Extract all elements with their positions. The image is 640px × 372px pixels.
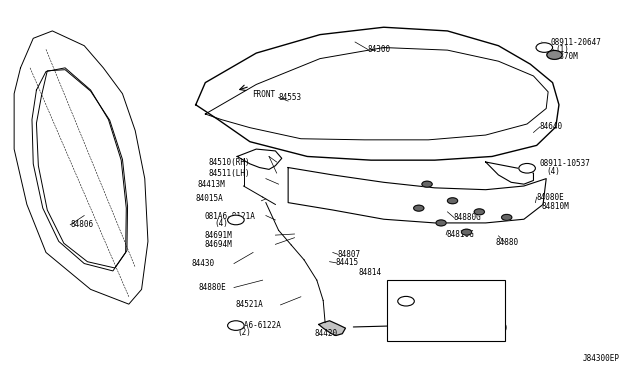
Circle shape — [397, 296, 414, 306]
FancyBboxPatch shape — [387, 280, 505, 341]
Text: N: N — [542, 45, 547, 50]
Text: 84880: 84880 — [495, 238, 518, 247]
Text: (4): (4) — [547, 167, 561, 176]
Text: 081A6-6122A: 081A6-6122A — [408, 297, 459, 306]
Text: 84553: 84553 — [278, 93, 301, 102]
Text: 84691M: 84691M — [204, 231, 232, 240]
Text: 84413M: 84413M — [198, 180, 225, 189]
Text: 08911-20647: 08911-20647 — [550, 38, 602, 46]
Text: 84415: 84415 — [336, 258, 359, 267]
Text: (1): (1) — [556, 45, 570, 54]
Text: 84880G: 84880G — [454, 213, 481, 222]
Text: 081A6-6122A: 081A6-6122A — [231, 321, 282, 330]
Text: 08911-10537: 08911-10537 — [540, 159, 591, 169]
Text: 84300: 84300 — [368, 45, 391, 54]
Circle shape — [536, 43, 552, 52]
Text: 84694M: 84694M — [204, 240, 232, 249]
Text: S: VQ35HR: S: VQ35HR — [412, 287, 454, 296]
Text: J84300EP: J84300EP — [582, 354, 620, 363]
Text: N: N — [525, 166, 529, 171]
Text: 84880E: 84880E — [199, 283, 227, 292]
Text: (2): (2) — [237, 328, 251, 337]
Circle shape — [228, 215, 244, 225]
Text: 84015A: 84015A — [196, 195, 223, 203]
Circle shape — [502, 214, 512, 220]
Text: B: B — [234, 218, 238, 222]
Polygon shape — [447, 319, 479, 334]
Text: 90870M: 90870M — [550, 52, 579, 61]
Text: 84430: 84430 — [191, 259, 214, 268]
Text: 84510(RH): 84510(RH) — [209, 157, 250, 167]
Circle shape — [474, 209, 484, 215]
Text: 84810M: 84810M — [541, 202, 570, 211]
Text: 84420: 84420 — [315, 329, 338, 338]
Circle shape — [413, 205, 424, 211]
Circle shape — [447, 198, 458, 204]
Text: 84807: 84807 — [338, 250, 361, 259]
Text: (2): (2) — [414, 304, 428, 313]
Circle shape — [519, 163, 536, 173]
Text: FRONT: FRONT — [252, 90, 275, 99]
Circle shape — [461, 229, 472, 235]
Circle shape — [228, 321, 244, 330]
Text: 84806: 84806 — [70, 220, 93, 229]
Circle shape — [422, 181, 432, 187]
Text: 081A6-8121A: 081A6-8121A — [204, 212, 255, 221]
Circle shape — [436, 220, 446, 226]
Text: 84420: 84420 — [484, 324, 508, 333]
Text: 84640: 84640 — [540, 122, 563, 131]
Polygon shape — [319, 321, 346, 336]
Text: 84810G: 84810G — [446, 230, 474, 239]
Text: B: B — [234, 323, 238, 328]
Text: (4): (4) — [215, 219, 228, 228]
Text: B: B — [404, 299, 408, 304]
Text: 84080E: 84080E — [537, 193, 564, 202]
Text: 84521A: 84521A — [236, 300, 264, 310]
Text: 84511(LH): 84511(LH) — [209, 169, 250, 177]
Text: 84814: 84814 — [358, 268, 381, 277]
Circle shape — [547, 51, 562, 60]
